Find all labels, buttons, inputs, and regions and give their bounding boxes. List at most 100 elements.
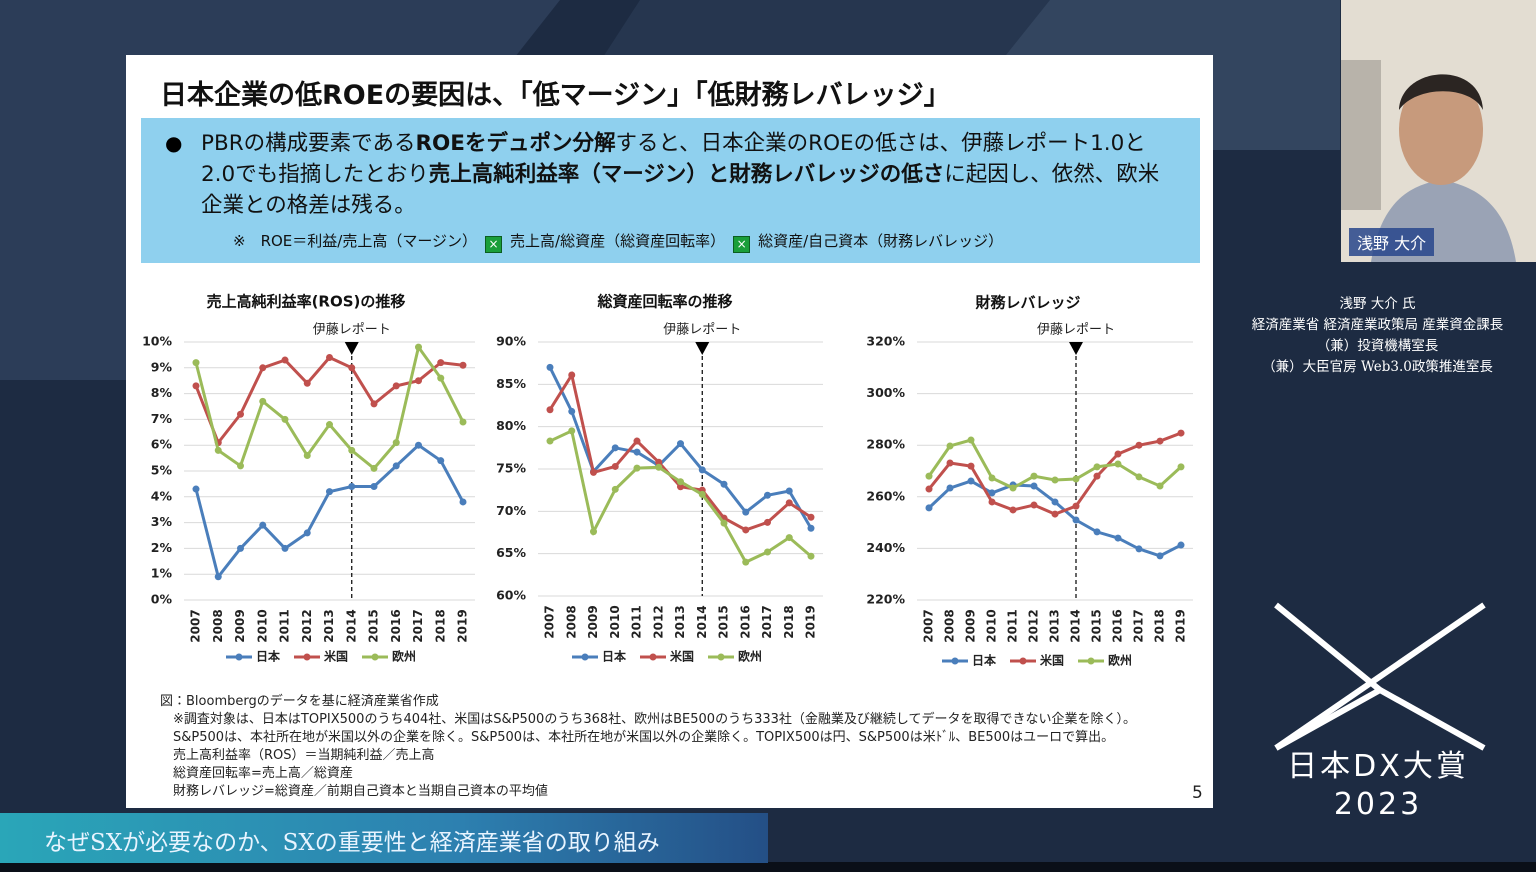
- bullet-run: ROEをデュポン分解: [415, 131, 616, 156]
- banner-text: なぜSXが必要なのか、SXの重要性と経済産業省の取り組み: [44, 830, 660, 856]
- x-tick-label: 2019: [456, 609, 470, 642]
- y-tick-label: 5%: [151, 463, 173, 478]
- x-tick-label: 2013: [673, 605, 687, 638]
- notes: 図：Bloombergのデータを基に経済産業省作成 ※調査対象は、日本はTOPI…: [160, 693, 1136, 801]
- data-point: [568, 371, 576, 379]
- data-point: [1114, 534, 1122, 542]
- data-point: [807, 552, 815, 560]
- slide-title: 日本企業の低ROEの要因は、「低マージン」「低財務レバレッジ」: [160, 80, 951, 111]
- data-point: [633, 448, 641, 456]
- data-point: [546, 437, 554, 445]
- x-tick-label: 2014: [695, 605, 709, 638]
- data-point: [303, 452, 311, 460]
- annotation-marker: [695, 342, 710, 355]
- data-point: [214, 573, 222, 581]
- legend-marker: [649, 653, 657, 661]
- data-point: [259, 397, 267, 405]
- data-point: [633, 464, 641, 472]
- data-point: [1051, 476, 1059, 484]
- x-tick-label: 2015: [1090, 609, 1104, 642]
- data-point: [1156, 482, 1164, 490]
- legend-label: 欧州: [738, 649, 762, 664]
- note-line: 売上高利益率（ROS）＝当期純利益／売上高: [160, 748, 435, 763]
- x-tick-label: 2015: [717, 605, 731, 638]
- speaker-video: 浅野 大介: [1341, 0, 1536, 262]
- bullet-run: PBRの構成要素である: [201, 131, 416, 156]
- legend-marker: [303, 653, 311, 661]
- data-point: [370, 400, 378, 408]
- data-point: [785, 534, 793, 542]
- data-point: [1177, 541, 1185, 549]
- data-point: [1114, 460, 1122, 468]
- x-tick-label: 2017: [1132, 609, 1146, 642]
- data-point: [764, 518, 771, 526]
- x-tick-label: 2010: [985, 609, 999, 642]
- legend-marker: [717, 653, 725, 661]
- legend-label: 欧州: [392, 649, 416, 664]
- data-point: [1072, 516, 1080, 524]
- speaker-line: （兼）大臣官房 Web3.0政策推進室長: [1262, 359, 1493, 375]
- slide: 日本企業の低ROEの要因は、「低マージン」「低財務レバレッジ」 ● PBRの構成…: [126, 55, 1213, 808]
- note-line: 総資産回転率=売上高／総資産: [160, 766, 353, 781]
- x-tick-label: 2016: [1111, 609, 1125, 642]
- check-icon: ×: [485, 236, 503, 253]
- x-tick-label: 2009: [964, 609, 978, 642]
- x-tick-label: 2008: [211, 609, 225, 642]
- note-line: 財務レバレッジ=総資産／前期自己資本と当期自己資本の平均値: [160, 784, 548, 799]
- data-point: [611, 444, 619, 452]
- data-point: [677, 440, 684, 448]
- x-tick-label: 2008: [564, 605, 578, 638]
- data-point: [946, 459, 954, 467]
- data-point: [677, 478, 684, 486]
- data-point: [237, 544, 244, 552]
- data-point: [303, 529, 311, 537]
- x-tick-label: 2016: [738, 605, 752, 638]
- data-point: [1093, 463, 1101, 471]
- data-point: [415, 441, 422, 449]
- data-point: [259, 364, 267, 372]
- series-line: [194, 355, 464, 446]
- x-tick-label: 2014: [344, 609, 358, 642]
- x-tick-label: 2019: [804, 605, 818, 638]
- data-point: [546, 363, 554, 371]
- note-line: 図：Bloombergのデータを基に経済産業省作成: [160, 694, 439, 709]
- data-point: [370, 464, 378, 472]
- data-point: [546, 406, 554, 414]
- x-tick-label: 2011: [278, 609, 292, 642]
- y-tick-label: 2%: [151, 540, 173, 555]
- data-point: [437, 374, 445, 382]
- data-point: [1135, 441, 1143, 449]
- data-point: [192, 485, 200, 493]
- data-point: [1093, 472, 1101, 480]
- x-tick-label: 2011: [630, 605, 644, 638]
- name-tag: 浅野 大介: [1349, 228, 1435, 256]
- legend-marker: [1019, 657, 1027, 665]
- x-tick-label: 2007: [189, 609, 203, 642]
- legend-label: 日本: [602, 649, 627, 664]
- formula-part: 総資産/自己資本（財務レバレッジ）: [758, 232, 1004, 250]
- data-point: [437, 457, 445, 465]
- y-tick-label: 60%: [496, 588, 526, 603]
- bullet-text: PBRの構成要素であるROEをデュポン分解すると、日本企業のROEの低さは、伊藤…: [201, 128, 1176, 221]
- chart-title: 総資産回転率の推移: [596, 293, 732, 311]
- x-tick-label: 2011: [1006, 609, 1020, 642]
- data-point: [192, 382, 200, 390]
- y-tick-label: 280%: [866, 437, 905, 452]
- check-icon: ×: [733, 236, 751, 253]
- x-tick-label: 2007: [922, 609, 936, 642]
- legend-label: 欧州: [1108, 653, 1132, 668]
- y-tick-label: 300%: [866, 385, 905, 400]
- bullet-run: 売上高純利益率（マージン）と財務レバレッジの低さ: [428, 162, 945, 187]
- page-number: 5: [1192, 783, 1203, 803]
- logo-name: 日本DX大賞: [1287, 749, 1469, 784]
- data-point: [437, 359, 445, 367]
- data-point: [1009, 506, 1017, 514]
- logo-text: 日本DX大賞 2023: [1272, 748, 1484, 824]
- data-point: [1135, 473, 1143, 481]
- x-tick-label: 2013: [1048, 609, 1062, 642]
- data-point: [655, 463, 663, 471]
- bullet-icon: ●: [165, 131, 183, 155]
- series-line: [194, 343, 465, 471]
- x-tick-label: 2014: [1069, 609, 1083, 642]
